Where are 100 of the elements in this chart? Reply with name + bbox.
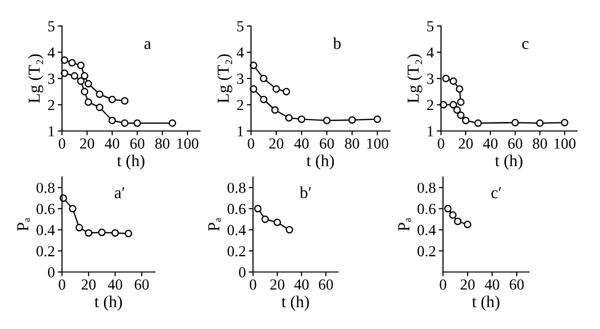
x-tick-label: 20 xyxy=(80,138,94,149)
x-tick-label: 20 xyxy=(270,279,284,290)
y-tick-label: 0.2 xyxy=(228,246,246,256)
y-tick-label: 0.6 xyxy=(418,204,436,214)
point xyxy=(474,119,482,127)
y-tick-label: 0.8 xyxy=(228,182,246,194)
x-tick-label: 20 xyxy=(460,279,475,290)
x-tick-label: 40 xyxy=(483,138,498,149)
point xyxy=(272,85,280,93)
point xyxy=(457,98,465,106)
x-tick-label: 80 xyxy=(155,138,170,149)
y-tick-label: 5 xyxy=(427,21,434,32)
point xyxy=(260,74,268,82)
y-tick-label: 2 xyxy=(237,100,244,110)
x-axis-title: t (h) xyxy=(495,154,522,170)
x-tick-label: 20 xyxy=(458,138,473,149)
y-tick-label: 0.6 xyxy=(228,204,246,214)
x-tick-label: 0 xyxy=(58,279,66,290)
point xyxy=(76,224,84,232)
point xyxy=(453,106,461,114)
x-tick-label: 0 xyxy=(440,279,446,290)
x-tick-label: 0 xyxy=(58,138,66,149)
point xyxy=(271,106,279,114)
point xyxy=(84,229,92,237)
point xyxy=(84,80,92,88)
point xyxy=(98,228,106,236)
x-tick-label: 80 xyxy=(345,138,360,149)
x-tick-label: 60 xyxy=(320,138,334,149)
x-tick-label: 40 xyxy=(104,138,120,149)
point xyxy=(260,96,268,104)
annotation: a′ xyxy=(114,187,124,198)
point xyxy=(511,118,519,126)
x-axis-title: t (h) xyxy=(117,154,144,170)
x-tick-label: 60 xyxy=(510,279,524,290)
y-tick-label: 0.4 xyxy=(418,224,436,236)
annotation: a xyxy=(144,41,152,50)
y-tick-label: 0.8 xyxy=(418,182,436,194)
y-tick-label: 0.6 xyxy=(36,204,55,214)
y-tick-label: 0.4 xyxy=(228,224,246,236)
y-axis-title: Pₐ xyxy=(398,218,411,231)
y-tick-label: 0.2 xyxy=(418,246,436,256)
y-tick-label: 3 xyxy=(427,74,434,84)
y-tick-label: 2 xyxy=(48,100,54,110)
x-tick-label: 60 xyxy=(130,138,144,149)
point xyxy=(323,116,331,124)
y-axis-title: Lg (T₂) xyxy=(407,54,422,103)
x-tick-label: 80 xyxy=(532,138,547,149)
point xyxy=(108,96,116,104)
point xyxy=(457,112,465,119)
y-tick-label: 2 xyxy=(427,100,434,110)
annotation: b′ xyxy=(300,186,311,198)
y-axis-title: Pₐ xyxy=(17,218,30,231)
point xyxy=(80,88,88,96)
point xyxy=(282,88,290,96)
y-tick-label: 0.4 xyxy=(36,224,55,236)
x-tick-label: 100 xyxy=(554,138,576,149)
point xyxy=(274,218,282,226)
x-tick-label: 100 xyxy=(367,138,388,149)
point xyxy=(298,115,306,123)
point xyxy=(96,104,104,112)
point xyxy=(168,119,176,127)
point xyxy=(70,72,78,80)
point xyxy=(120,119,128,127)
x-tick-label: 0 xyxy=(438,138,444,149)
y-axis-title: Lg (T₂) xyxy=(217,54,232,103)
point xyxy=(450,77,458,85)
y-tick-label: 4 xyxy=(236,47,244,58)
annotation: c xyxy=(522,41,529,50)
y-tick-label: 0.2 xyxy=(36,246,54,256)
point xyxy=(96,90,104,98)
point xyxy=(134,119,142,127)
y-tick-label: 3 xyxy=(48,74,54,84)
x-tick-label: 20 xyxy=(82,279,96,290)
point xyxy=(68,204,76,212)
x-tick-label: 40 xyxy=(294,279,309,290)
point xyxy=(286,226,294,234)
point xyxy=(464,220,472,228)
x-tick-label: 40 xyxy=(108,279,122,290)
point xyxy=(111,229,119,237)
y-tick-label: 0 xyxy=(48,267,54,278)
y-tick-label: 4 xyxy=(426,47,434,58)
point xyxy=(124,230,132,238)
point xyxy=(348,116,356,124)
x-axis-title: t (h) xyxy=(472,296,500,311)
point xyxy=(456,85,464,93)
point xyxy=(444,204,452,212)
y-tick-label: 3 xyxy=(237,74,244,84)
point xyxy=(449,211,457,219)
y-tick-label: 0.8 xyxy=(36,182,54,194)
annotation: c′ xyxy=(491,187,502,198)
y-tick-label: 4 xyxy=(48,47,55,58)
y-tick-label: 1 xyxy=(428,126,434,136)
y-tick-label: 1 xyxy=(48,126,54,136)
y-axis-title: Pₐ xyxy=(208,218,221,231)
point xyxy=(77,62,85,70)
x-tick-label: 60 xyxy=(508,138,522,149)
x-tick-label: 60 xyxy=(318,279,333,290)
point xyxy=(108,116,116,124)
point xyxy=(77,77,85,85)
x-tick-label: 60 xyxy=(134,279,149,290)
